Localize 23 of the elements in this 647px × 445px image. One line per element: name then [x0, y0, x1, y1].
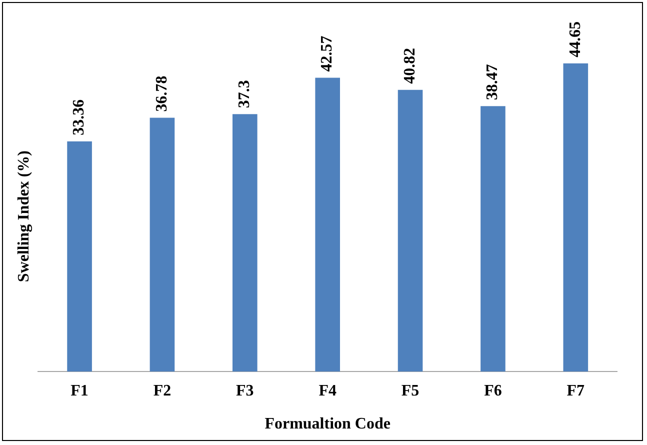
x-tick-label: F4 [318, 382, 336, 400]
y-axis-title: Swelling Index (%) [16, 150, 33, 282]
bar [480, 106, 506, 372]
x-tick-label: F6 [484, 382, 502, 400]
x-tick-label: F2 [153, 382, 172, 400]
x-tick-label: F3 [236, 382, 254, 400]
bar [398, 90, 423, 372]
bar [232, 114, 258, 372]
x-tick-label: F5 [401, 382, 420, 400]
x-axis-title: Formualtion Code [264, 416, 390, 433]
x-tick-label: F1 [70, 382, 88, 400]
data-label: 33.36 [70, 99, 88, 136]
data-label: 36.78 [153, 76, 170, 112]
bar [563, 63, 588, 372]
data-label: 38.47 [484, 64, 502, 100]
bar [150, 118, 175, 372]
data-label: 42.57 [318, 36, 336, 72]
x-tick-label: F7 [566, 382, 585, 400]
data-label: 37.3 [236, 80, 254, 108]
bar [67, 141, 92, 372]
data-label: 40.82 [401, 48, 418, 84]
bar [315, 78, 340, 372]
data-label: 44.65 [566, 21, 584, 58]
